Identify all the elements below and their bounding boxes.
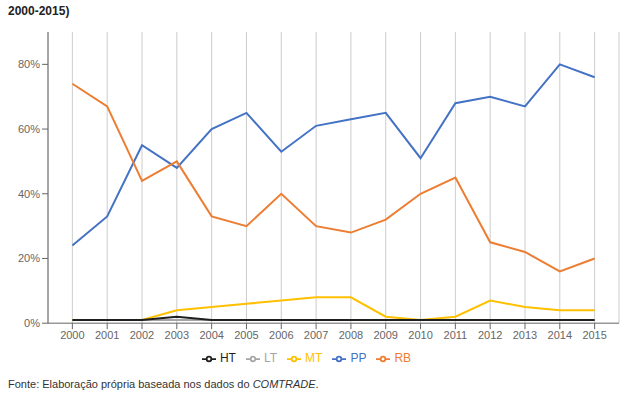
svg-text:0%: 0% — [24, 317, 40, 329]
svg-text:2010: 2010 — [408, 329, 432, 341]
html-text:2000-2015): 2000-2015) — [8, 4, 70, 18]
svg-text:2005: 2005 — [234, 329, 258, 341]
svg-text:2006: 2006 — [269, 329, 293, 341]
svg-text:2012: 2012 — [478, 329, 502, 341]
svg-text:2008: 2008 — [339, 329, 363, 341]
svg-text:2001: 2001 — [95, 329, 119, 341]
svg-text:2007: 2007 — [304, 329, 328, 341]
svg-text:2015: 2015 — [582, 329, 606, 341]
html-text:RB: RB — [394, 351, 412, 366]
svg-text:2003: 2003 — [165, 329, 189, 341]
svg-text:60%: 60% — [18, 123, 40, 135]
svg-text:40%: 40% — [18, 188, 40, 200]
svg-text:2009: 2009 — [373, 329, 397, 341]
svg-text:20%: 20% — [18, 252, 40, 264]
html-text:MT: MT — [305, 351, 323, 366]
svg-text:2004: 2004 — [199, 329, 223, 341]
html-text:HT: HT — [219, 351, 236, 366]
svg-text:2014: 2014 — [548, 329, 572, 341]
svg-text:80%: 80% — [18, 58, 40, 70]
svg-text:2013: 2013 — [513, 329, 537, 341]
html-text:PP: PP — [350, 351, 367, 366]
svg-text:2002: 2002 — [130, 329, 154, 341]
html-text:LT: LT — [263, 351, 277, 366]
svg-text:2000: 2000 — [60, 329, 84, 341]
svg-text:2011: 2011 — [444, 329, 468, 341]
html-text:Fonte: Elaboração própria base: Fonte: Elaboração própria baseada nos da… — [8, 378, 319, 390]
